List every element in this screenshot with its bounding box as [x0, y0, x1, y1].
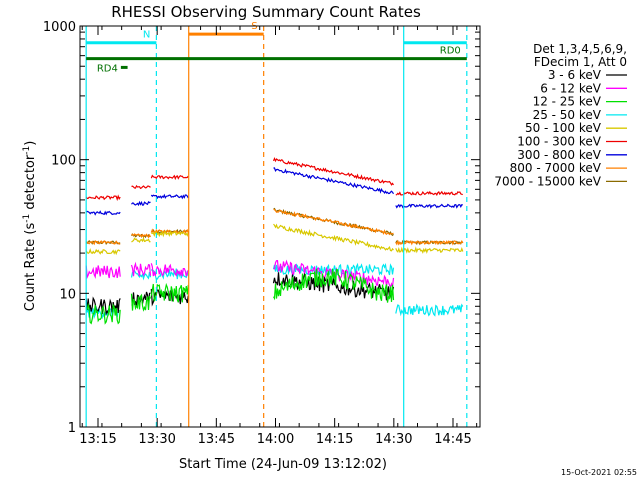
series-line-2-seg-2: [130, 261, 152, 277]
series-line-5-seg-2: [131, 236, 151, 244]
legend-label-2: 6 - 12 keV: [540, 81, 602, 95]
plot-frame: [79, 25, 481, 428]
y-tick-label: 1000: [43, 20, 76, 35]
data-lines: [85, 156, 464, 325]
generated-timestamp: 15-Oct-2021 02:55: [561, 468, 637, 477]
series-line-3-seg-2: [130, 293, 152, 312]
series-line-6-seg-3: [150, 174, 189, 181]
series-line-6-seg-5: [395, 190, 463, 196]
series-line-7-seg-2: [131, 200, 151, 207]
y-axis-label: Count Rate (s-1 detector-1): [22, 141, 38, 312]
legend-header-detectors: Det 1,3,4,5,6,9,: [533, 42, 627, 56]
chart-title: RHESSI Observing Summary Count Rates: [111, 3, 421, 21]
x-tick-label: 13:45: [198, 432, 235, 447]
series-line-7-seg-3: [150, 193, 189, 200]
legend-label-8: 800 - 7000 keV: [510, 161, 602, 175]
series-line-6-seg-1: [85, 194, 121, 202]
legend-label-3: 12 - 25 keV: [533, 95, 602, 109]
y-axis-label-sup2: -1: [22, 146, 32, 155]
series-line-5-seg-5: [395, 246, 464, 254]
legend-label-4: 25 - 50 keV: [533, 108, 602, 122]
series-line-8-seg-4: [273, 208, 394, 236]
y-tick-label: 1: [68, 421, 76, 436]
series-line-2-seg-1: [85, 265, 121, 280]
legend-label-5: 50 - 100 keV: [525, 121, 602, 135]
y-axis-label-part3: ): [23, 141, 38, 146]
series-line-5-seg-1: [85, 247, 121, 256]
x-tick-label: 14:00: [257, 432, 294, 447]
legend-label-7: 300 - 800 keV: [517, 148, 601, 162]
series-line-5-seg-3: [151, 229, 189, 238]
y-axis-label-part1: Count Rate (s: [23, 223, 38, 312]
y-tick-label: 10: [59, 287, 76, 302]
series-line-6-seg-2: [131, 184, 151, 190]
series-line-3-seg-4: [272, 268, 395, 303]
series-line-3-seg-3: [150, 282, 189, 303]
series-line-3-seg-1: [85, 302, 121, 325]
axis-ticks: 13:15 13:30 13:45 14:00 14:15 14:30 14:45 1 10 10…: [43, 20, 480, 447]
series-line-8-seg-2: [131, 233, 152, 239]
series-line-7-seg-4: [273, 167, 395, 195]
x-tick-label: 14:45: [434, 432, 471, 447]
series-line-7-seg-1: [85, 210, 121, 216]
legend-label-9: 7000 - 15000 keV: [494, 174, 601, 188]
x-tick-label: 14:15: [316, 432, 353, 447]
y-axis-label-part2: detector: [23, 154, 38, 214]
legend-label-1: 3 - 6 keV: [548, 68, 602, 82]
x-tick-label: 13:15: [79, 432, 116, 447]
series-line-4-seg-5: [395, 303, 464, 317]
x-axis-label: Start Time (24-Jun-09 13:12:02): [179, 457, 387, 472]
attenuator-annotations: N S RD0 RD4: [85, 21, 468, 427]
series-line-6-seg-4: [272, 156, 394, 186]
series-line-8-seg-5: [395, 239, 464, 246]
series-line-5-seg-4: [273, 223, 394, 252]
series-line-2-seg-3: [150, 263, 189, 277]
series-line-4-seg-4: [272, 262, 395, 277]
y-tick-label: 100: [51, 154, 76, 169]
legend-header-decimation: FDecim 1, Att 0: [534, 55, 627, 69]
series-line-7-seg-5: [395, 203, 463, 209]
legend: Det 1,3,4,5,6,9, FDecim 1, Att 0 3 - 6 k…: [494, 42, 627, 188]
x-tick-label: 14:30: [375, 432, 412, 447]
series-line-4-seg-2: [130, 269, 152, 281]
legend-label-6: 100 - 300 keV: [517, 135, 601, 149]
x-tick-label: 13:30: [138, 432, 175, 447]
state-label-rd4: RD4: [97, 63, 118, 74]
series-line-8-seg-1: [86, 239, 121, 246]
state-label-rd0: RD0: [440, 46, 461, 57]
y-axis-label-sup1: -1: [22, 214, 32, 223]
state-label-n: N: [143, 30, 150, 41]
state-label-s: S: [251, 21, 257, 32]
